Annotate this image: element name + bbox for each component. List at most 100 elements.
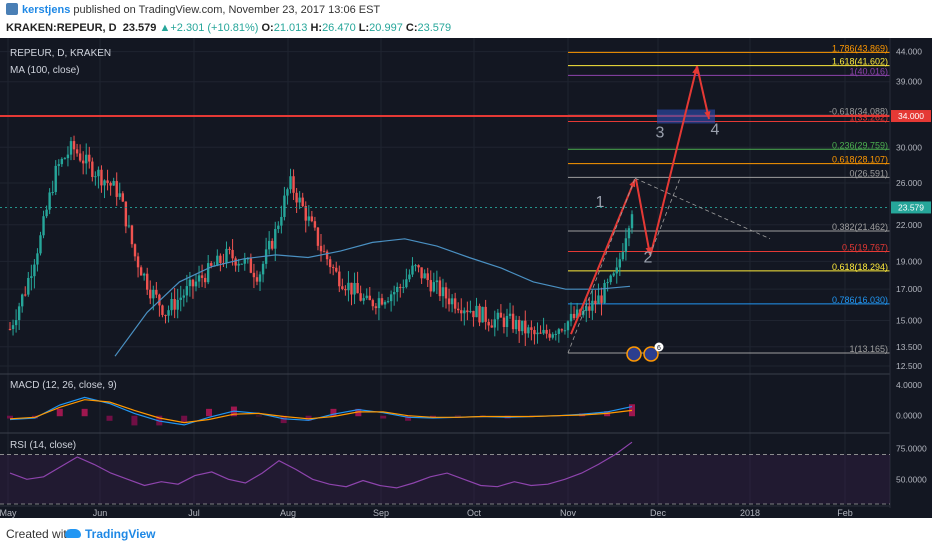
candle-body [115, 181, 118, 197]
candle-body [402, 287, 405, 289]
candle-body [405, 279, 408, 288]
chart-area[interactable]: 1.786(43.869) 1.618(41.602) 1(40.016) -0.61… [0, 38, 932, 518]
candle-body [304, 206, 307, 221]
candle-body [331, 267, 335, 269]
candle-body [505, 315, 509, 328]
chart-title: REPEUR, D, KRAKEN [10, 48, 111, 59]
candle-body [533, 329, 536, 335]
low-value: 20.997 [369, 22, 403, 34]
candle-body [231, 249, 234, 259]
candle-body [149, 289, 152, 299]
candle-body [496, 312, 500, 320]
fib-trend-dashed [567, 178, 636, 354]
candle-body [490, 325, 493, 328]
macd-histogram-bar [355, 408, 362, 417]
candle-body [371, 300, 375, 307]
symbol-line: KRAKEN:REPEUR, D 23.579 ▲+2.301 (+10.81%… [6, 21, 451, 35]
candle-body [554, 333, 557, 335]
candle-body [429, 280, 432, 292]
y-tick-label: 44.000 [896, 47, 922, 57]
candle-body [475, 305, 478, 318]
fib-level-label: 0.236(29.759) [832, 140, 888, 150]
candle-body [124, 201, 128, 227]
macd-y-tick: 0.0000 [896, 411, 922, 421]
y-tick-label: 13.500 [896, 342, 922, 352]
candle-body [267, 240, 271, 250]
candle-body [594, 300, 597, 304]
candle-body [557, 329, 561, 334]
candle-body [411, 265, 414, 275]
candle-body [274, 229, 277, 249]
candle-body [441, 287, 445, 297]
candle-body [313, 221, 317, 228]
candle-body [81, 160, 85, 164]
candle-body [463, 310, 466, 314]
wave-arrow-4-head [704, 111, 711, 119]
candle-body [252, 272, 256, 278]
candle-body [563, 330, 567, 332]
candle-body [341, 286, 344, 289]
candle-body [536, 332, 539, 335]
candle-body [200, 275, 204, 278]
fib-level-label: 0.786(16.030) [832, 295, 888, 305]
candle-body [45, 209, 48, 217]
fib-level-label: 1.786(43.869) [832, 43, 888, 53]
candle-body [97, 169, 100, 177]
wave-label: 4 [711, 121, 720, 138]
high-value: 26.470 [322, 22, 356, 34]
chart-svg[interactable]: 1.786(43.869) 1.618(41.602)1(40.016) -0.61… [0, 38, 932, 518]
candle-body [450, 298, 454, 305]
candle-body [164, 314, 167, 316]
candle-body [356, 282, 359, 294]
candle-body [569, 313, 573, 322]
target-zone [657, 109, 715, 124]
candle-body [319, 245, 323, 252]
candle-body [548, 333, 551, 338]
candle-body [11, 325, 15, 330]
candle-body [289, 176, 292, 190]
candle-body [545, 329, 548, 334]
candle-body [72, 141, 76, 150]
candle-body [600, 295, 603, 303]
candle-body [14, 320, 18, 326]
candle-body [33, 264, 36, 277]
candle-body [414, 265, 417, 267]
candle-body [374, 306, 378, 309]
fib-level-label: -0.618(34.088) [829, 106, 888, 116]
candle-body [219, 255, 222, 263]
candle-body [572, 313, 576, 319]
created-with-text: Created with [6, 527, 74, 541]
candle-body [365, 295, 368, 299]
candle-body [152, 289, 155, 299]
author-link[interactable]: kerstjens [22, 4, 71, 16]
candle-body [353, 282, 356, 295]
y-tick-label: 17.000 [896, 284, 922, 294]
candle-body [176, 299, 179, 310]
price-change: +2.301 (+10.81%) [170, 22, 259, 34]
candle-body [426, 273, 429, 281]
candle-body [521, 320, 524, 332]
open-label: O: [261, 22, 274, 34]
candle-body [182, 295, 185, 298]
candle-body [249, 258, 253, 273]
candle-body [606, 282, 609, 284]
candle-body [206, 263, 210, 283]
candle-body [280, 216, 283, 226]
candle-body [392, 292, 396, 295]
candle-body [118, 193, 121, 197]
candle-body [423, 273, 426, 279]
up-arrow-icon: ▲ [159, 22, 171, 34]
candle-body [603, 283, 606, 303]
candle-body [344, 288, 347, 291]
macd-y-tick: 4.0000 [896, 380, 922, 390]
candle-body [417, 265, 420, 268]
rsi-y-tick: 50.0000 [896, 474, 927, 484]
candle-body [142, 273, 146, 276]
candle-body [432, 282, 436, 292]
candle-body [216, 255, 219, 266]
axes: 44.000 39.000 34.000 30.000 26.000 22.000 19.0… [0, 38, 932, 518]
candle-body [457, 308, 460, 311]
candle-body [173, 299, 176, 310]
candle-body [185, 286, 189, 296]
tradingview-logo[interactable]: TradingView [65, 527, 155, 541]
